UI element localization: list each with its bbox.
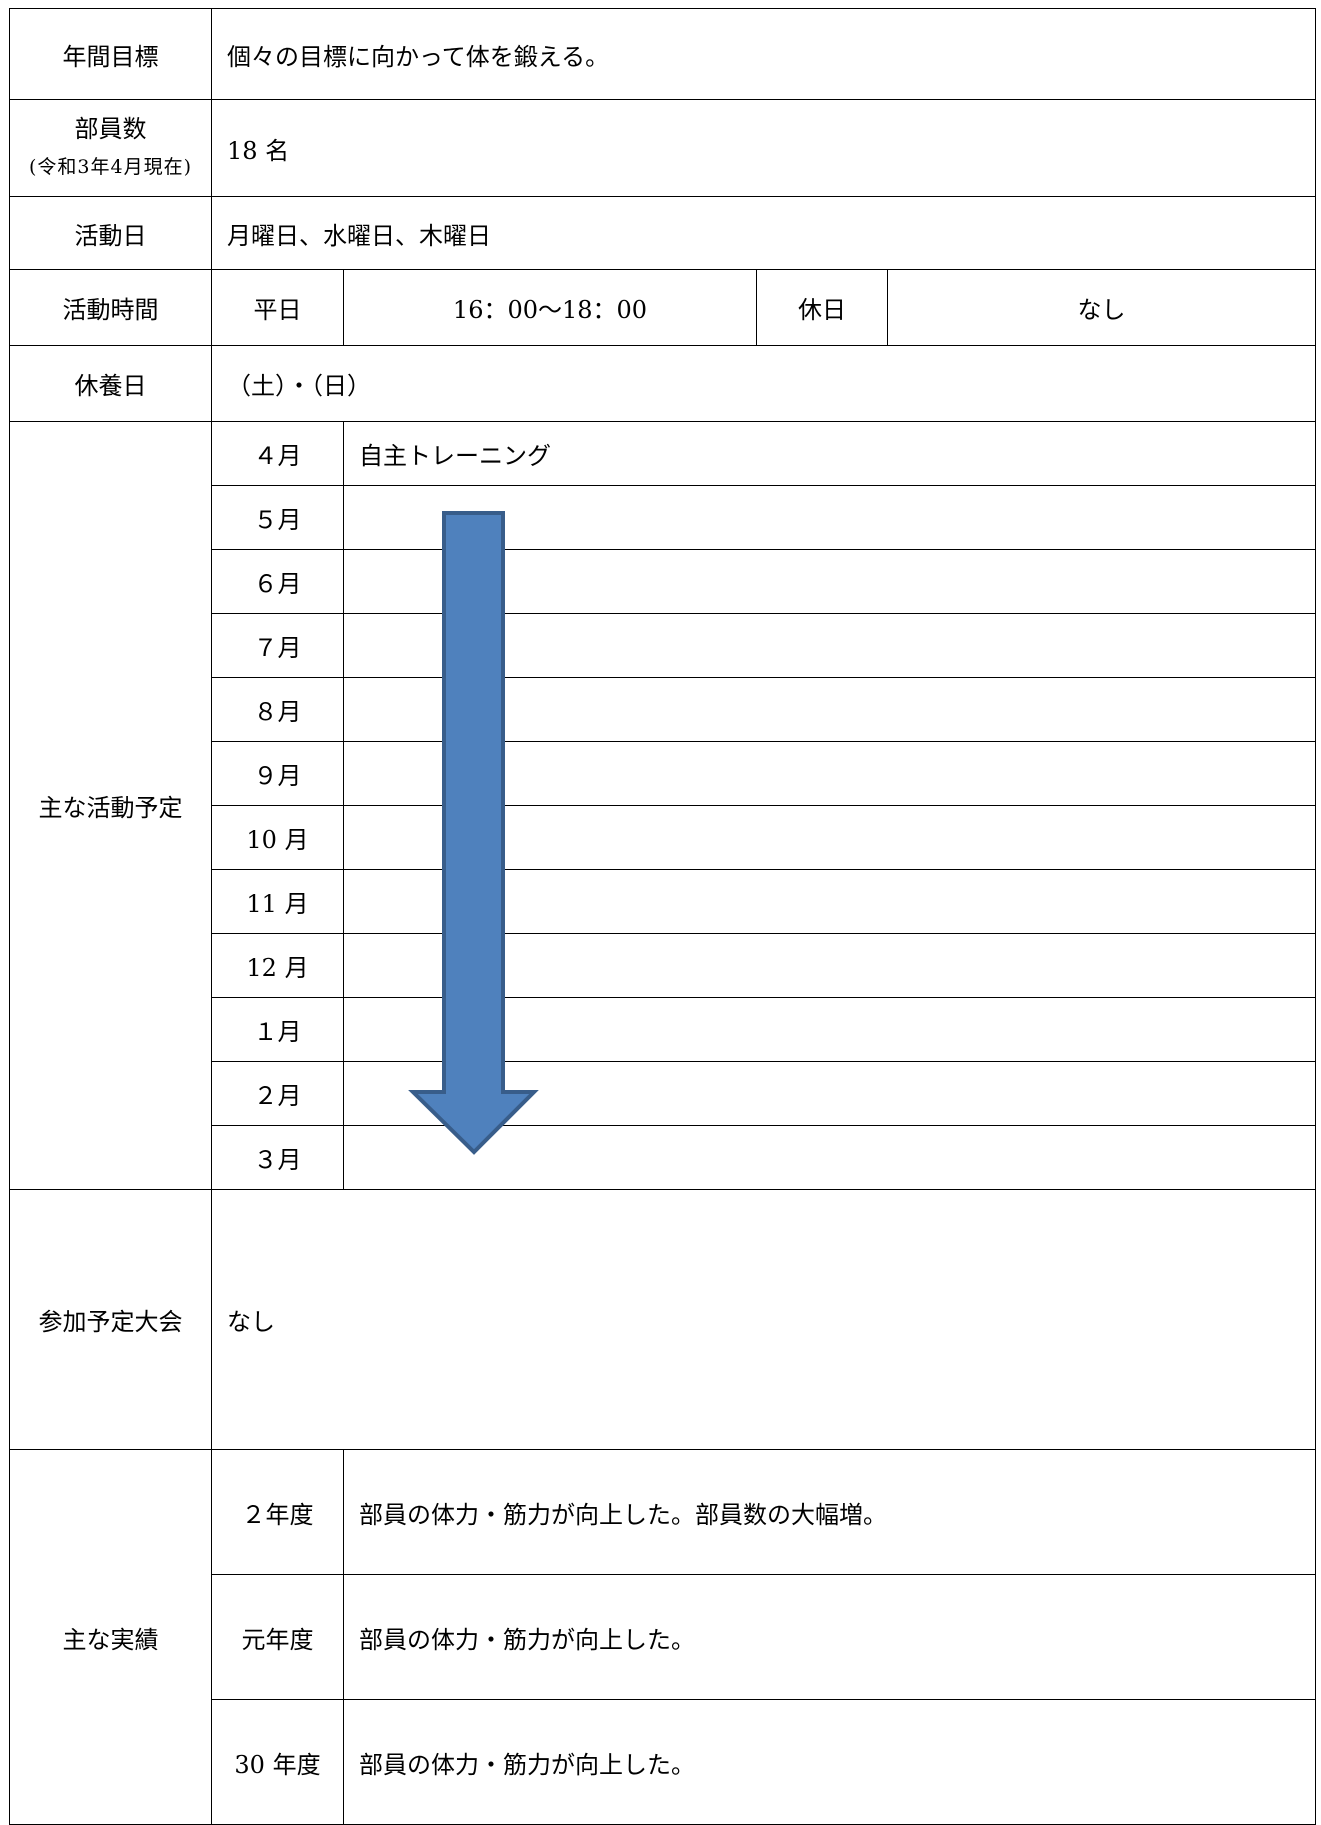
achievement-year: 元年度 [211, 1574, 344, 1700]
schedule-activity [342, 741, 1317, 806]
schedule-activity [342, 1125, 1317, 1190]
days-row: 活動日 月曜日、水曜日、木曜日 [9, 196, 1317, 270]
days-value: 月曜日、水曜日、木曜日 [210, 196, 1317, 270]
schedule-month: ６月 [211, 549, 344, 614]
schedule-activity [342, 997, 1317, 1062]
holiday-hours: なし [886, 269, 1317, 346]
schedule-month: ４月 [211, 421, 344, 486]
schedule-month: ９月 [211, 741, 344, 806]
tournaments-label: 参加予定大会 [9, 1189, 212, 1450]
achievement-year: 30 年度 [211, 1699, 344, 1825]
weekday-label: 平日 [211, 269, 344, 346]
achievement-text: 部員の体力・筋力が向上した。部員数の大幅増。 [342, 1449, 1317, 1575]
schedule-label: 主な活動予定 [9, 421, 212, 1190]
schedule-month: ８月 [211, 677, 344, 742]
achievement-row: 元年度 部員の体力・筋力が向上した。 [10, 1574, 1317, 1700]
achievement-text: 部員の体力・筋力が向上した。 [342, 1574, 1317, 1700]
holiday-label: 休日 [756, 269, 888, 346]
schedule-activity [342, 1061, 1317, 1126]
days-label: 活動日 [9, 196, 212, 270]
schedule-month: ２月 [211, 1061, 344, 1126]
schedule-month: １月 [211, 997, 344, 1062]
hours-label: 活動時間 [9, 269, 212, 346]
goal-label: 年間目標 [9, 8, 212, 100]
schedule-month: ３月 [211, 1125, 344, 1190]
members-note: (令和3年4月現在) [28, 156, 192, 178]
hours-row: 活動時間 平日 16：00〜18：00 休日 なし [9, 269, 1317, 346]
schedule-activity [342, 549, 1317, 614]
goal-value: 個々の目標に向かって体を鍛える。 [210, 8, 1317, 100]
rest-row: 休養日 （土）・（日） [9, 345, 1317, 422]
achievement-row: 主な実績 ２年度 部員の体力・筋力が向上した。部員数の大幅増。 [9, 1449, 1317, 1825]
members-label: 部員数 [74, 115, 147, 143]
achievement-year: ２年度 [211, 1449, 344, 1575]
achievements-label: 主な実績 [9, 1449, 212, 1825]
achievement-row: 30 年度 部員の体力・筋力が向上した。 [10, 1699, 1317, 1825]
schedule-row: 10 月 [10, 805, 1317, 870]
schedule-activity [342, 485, 1317, 550]
schedule-month: 11 月 [211, 869, 344, 934]
schedule-activity [342, 805, 1317, 870]
weekday-hours: 16：00〜18：00 [343, 269, 757, 346]
goal-row: 年間目標 個々の目標に向かって体を鍛える。 [9, 8, 1317, 100]
rest-value: （土）・（日） [210, 345, 1317, 422]
schedule-activity [342, 613, 1317, 678]
members-value: 18 名 [210, 99, 1317, 197]
achievement-text: 部員の体力・筋力が向上した。 [342, 1699, 1317, 1825]
schedule-activity: 自主トレーニング [342, 421, 1317, 486]
schedule-month: 12 月 [211, 933, 344, 998]
members-row: 部員数 (令和3年4月現在) 18 名 [9, 99, 1317, 197]
schedule-month: 10 月 [211, 805, 344, 870]
schedule-row: 主な活動予定 ４月 自主トレーニング [9, 421, 1317, 1190]
schedule-month: ７月 [211, 613, 344, 678]
schedule-activity [342, 869, 1317, 934]
tournaments-row: 参加予定大会 なし [9, 1189, 1317, 1450]
tournaments-value: なし [210, 1189, 1317, 1450]
club-info-table: 年間目標 個々の目標に向かって体を鍛える。 部員数 (令和3年4月現在) 18 … [9, 8, 1317, 1825]
members-label-cell: 部員数 (令和3年4月現在) [9, 99, 212, 197]
schedule-activity [342, 677, 1317, 742]
schedule-activity [342, 933, 1317, 998]
schedule-month: ５月 [211, 485, 344, 550]
rest-label: 休養日 [9, 345, 212, 422]
club-info-document: 年間目標 個々の目標に向かって体を鍛える。 部員数 (令和3年4月現在) 18 … [9, 8, 1317, 1825]
